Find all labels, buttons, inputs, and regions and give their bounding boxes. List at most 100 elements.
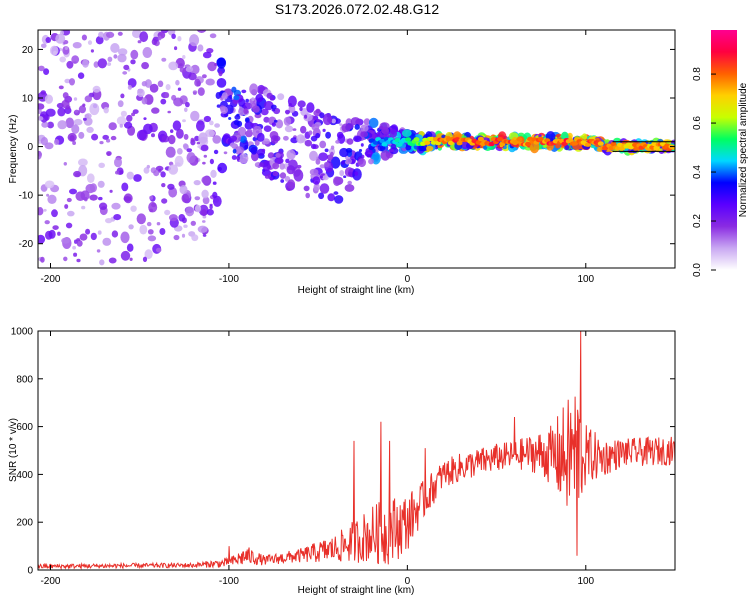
spectrogram-cell	[285, 158, 290, 164]
spectrogram-cell	[97, 180, 105, 188]
spectrogram-cell	[264, 174, 271, 179]
y-tick-label: 0	[27, 142, 33, 153]
spectrogram-cell	[171, 33, 176, 39]
spectrogram-ridge-cell	[561, 141, 568, 146]
spectrogram-cell	[357, 158, 366, 168]
spectrogram-cell	[149, 83, 159, 93]
spectrogram-cell	[312, 176, 321, 185]
spectrogram-cell	[78, 105, 86, 114]
spectrogram-cell	[214, 123, 221, 128]
spectrogram-cell	[181, 233, 186, 238]
spectrogram-cell	[297, 164, 302, 169]
spectrogram-cell	[190, 64, 200, 75]
spectrogram-cell	[90, 232, 97, 241]
spectrogram-cell	[360, 124, 369, 133]
spectrogram-cell	[310, 135, 318, 142]
spectrogram-cell	[216, 57, 227, 69]
spectrogram-cell	[121, 182, 129, 192]
spectrogram-cell	[78, 131, 85, 139]
spectrogram-cell	[348, 171, 353, 176]
spectrogram-cell	[303, 185, 310, 192]
spectrogram-cell	[376, 132, 381, 137]
spectrogram-cell	[186, 152, 196, 164]
spectrogram-cell	[197, 44, 204, 52]
spectrogram-cell	[136, 213, 146, 225]
spectrogram-cell	[48, 229, 56, 239]
spectrogram-cell	[164, 209, 171, 216]
spectrogram-ridge-cell	[584, 142, 591, 147]
spectrogram-cell	[353, 135, 362, 143]
spectrogram-cell	[418, 144, 424, 152]
spectrogram-cell	[73, 170, 82, 178]
spectrogram-cell	[146, 164, 150, 169]
spectrogram-cell	[118, 48, 128, 56]
spectrogram-cell	[168, 134, 176, 145]
spectrogram-cell	[89, 102, 100, 116]
spectrogram-cell	[120, 250, 131, 261]
spectrogram-cell	[174, 155, 184, 167]
spectrogram-cell	[275, 153, 281, 158]
spectrogram-cell	[194, 204, 202, 213]
spectrogram-cell	[297, 100, 306, 108]
spectrogram-cell	[190, 220, 196, 226]
spectrogram-cell	[116, 116, 127, 125]
spectrogram-cell	[155, 165, 164, 172]
spectrogram-cell	[63, 162, 67, 166]
spectrogram-cell	[229, 94, 233, 99]
spectrogram-cell	[322, 113, 333, 126]
spectrogram-cell	[201, 176, 211, 185]
spectrogram-cell	[325, 131, 331, 139]
spectrogram-cell	[82, 103, 86, 107]
spectrogram-cell	[47, 194, 57, 204]
spectrogram-ridge-cell	[610, 141, 617, 147]
spectrogram-cell	[243, 108, 249, 115]
spectrogram-cell	[245, 98, 249, 103]
spectrogram-cell	[361, 154, 365, 159]
spectrogram-cell	[123, 193, 133, 204]
spectrogram-cell	[363, 118, 371, 126]
spectrogram-cell	[52, 225, 59, 231]
snr-panel: -200 -100 0 100 0 200 400 600 800 1000 Height of…	[8, 327, 676, 596]
spectrogram-cell	[283, 135, 289, 141]
y-tick-label: 600	[16, 422, 33, 433]
spectrogram-cell	[366, 153, 372, 158]
spectrogram-cell	[98, 31, 104, 38]
spectrogram-cell	[49, 45, 59, 56]
spectrogram-cell	[109, 189, 113, 193]
spectrogram-cell	[158, 168, 162, 173]
spectrogram-cell	[47, 121, 54, 129]
spectrogram-cell	[201, 209, 207, 216]
spectrogram-cell	[206, 208, 214, 216]
spectrogram-cell	[113, 214, 122, 221]
spectrogram-cell	[65, 222, 73, 229]
spectrogram-cell	[299, 107, 303, 111]
spectrogram-cell	[110, 43, 120, 53]
spectrogram-cell	[197, 145, 202, 149]
spectrogram-cell	[202, 196, 210, 205]
spectrogram-cell	[76, 258, 81, 263]
spectrogram-cell	[108, 122, 117, 131]
spectrogram-cell	[67, 132, 77, 142]
spectrogram-cell	[277, 93, 285, 101]
spectrogram-cell	[44, 180, 55, 189]
spectrogram-cell	[176, 128, 184, 139]
spectrogram-cell	[229, 135, 238, 142]
spectrogram-cell	[483, 145, 488, 150]
spectrogram-cell	[103, 107, 109, 114]
spectrogram-cell	[287, 95, 297, 108]
colorbar-label: Normalized spectral amplitude	[738, 82, 749, 217]
spectrogram-cell	[139, 224, 148, 235]
spectrogram-ridge-cell	[477, 136, 484, 142]
spectrogram-cell	[84, 95, 93, 103]
spectrogram-cell	[191, 234, 199, 242]
spectrogram-cell	[165, 84, 171, 91]
snr-y-ticks: 0 200 400 600 800 1000	[11, 327, 675, 577]
spectrogram-cell	[267, 152, 275, 159]
spectrogram-cell	[255, 93, 264, 103]
spectrogram-cell	[40, 256, 45, 263]
spectrogram-cell	[73, 97, 78, 101]
spectrogram-cell	[324, 148, 329, 153]
spectrogram-cell	[93, 61, 99, 68]
spectrogram-cell	[564, 144, 570, 151]
spectrogram-cell	[174, 46, 178, 51]
